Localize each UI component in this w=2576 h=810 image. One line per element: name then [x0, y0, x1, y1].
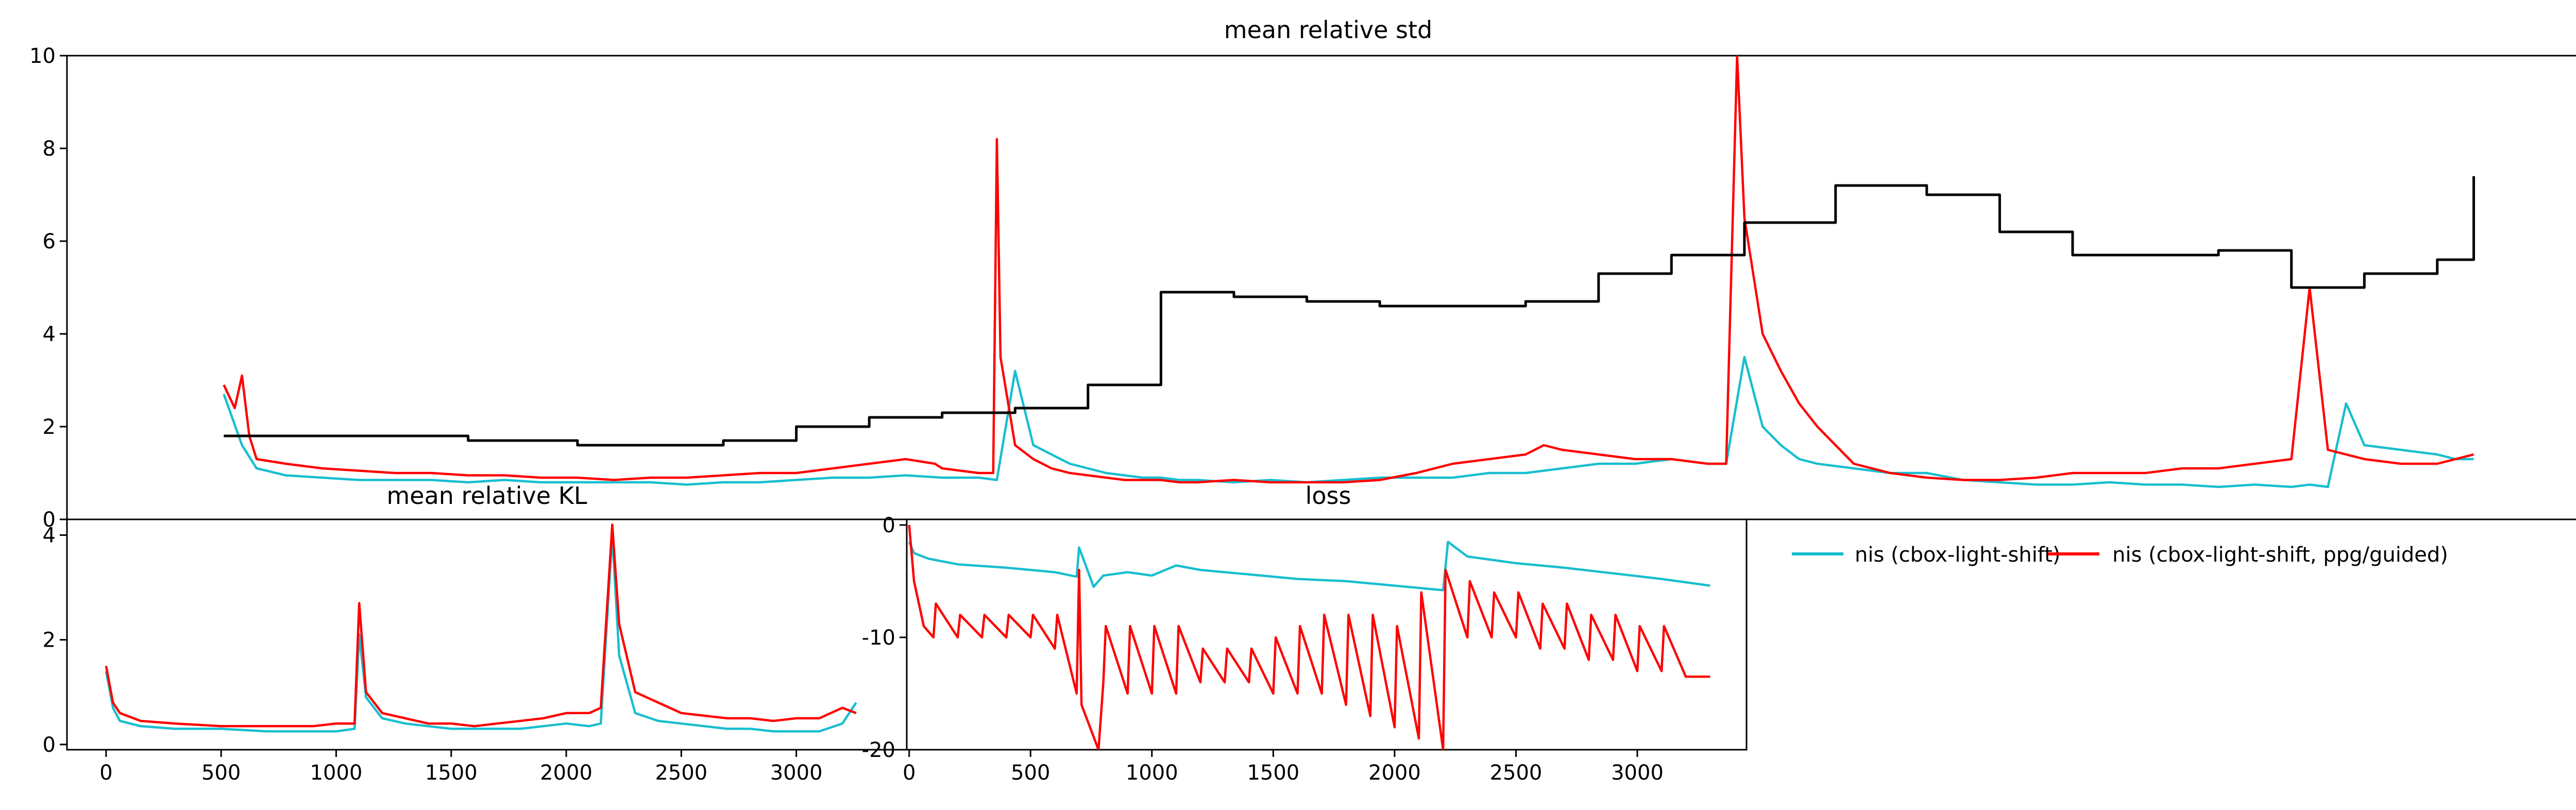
kl-axes: 0 2 4 0 500 1000 1500 2000 2500 3000: [43, 524, 823, 785]
kl-series-group: [105, 523, 857, 733]
std-series-line-0: [223, 356, 2474, 488]
std-ytick-label-3: 6: [43, 230, 56, 254]
loss-xtick-label-4: 2000: [1368, 761, 1421, 785]
std-chart-title: mean relative std: [1224, 16, 1432, 44]
legend: nis (cbox-light-shift) nis (cbox-light-s…: [1792, 543, 2448, 567]
loss-series-line-1: [908, 525, 1710, 750]
std-chart: mean relative std 0 2 4 6 8 10: [29, 16, 2576, 532]
legend-label-guided: nis (cbox-light-shift, ppg/guided): [2112, 543, 2448, 567]
std-ytick-label-4: 8: [43, 137, 56, 161]
kl-chart-title: mean relative KL: [386, 482, 587, 510]
kl-xtick-label-6: 3000: [770, 761, 823, 785]
kl-xtick-label-1: 500: [201, 761, 241, 785]
loss-axes: 0 -10 -20 0 500 1000 1500 2000 2500 3000: [862, 514, 1664, 785]
kl-xtick-label-4: 2000: [540, 761, 592, 785]
std-series-group: [223, 56, 2475, 488]
loss-xtick-label-3: 1500: [1247, 761, 1299, 785]
kl-ytick-label-2: 4: [43, 524, 56, 547]
loss-ytick-label-0: 0: [883, 514, 895, 537]
loss-series-line-0: [908, 541, 1710, 592]
std-ytick-label-2: 4: [43, 323, 56, 346]
std-plot-area: [66, 55, 2576, 520]
std-ytick-label-5: 10: [29, 44, 56, 68]
std-y-axis: 0 2 4 6 8 10: [29, 44, 67, 532]
loss-xtick-label-6: 3000: [1611, 761, 1664, 785]
loss-chart-title: loss: [1306, 482, 1351, 510]
loss-xtick-label-5: 2500: [1490, 761, 1543, 785]
loss-xtick-label-0: 0: [903, 761, 916, 785]
kl-xtick-label-0: 0: [99, 761, 112, 785]
std-ytick-label-0: 0: [43, 508, 56, 532]
kl-xtick-label-2: 1000: [310, 761, 363, 785]
loss-series-group: [908, 525, 1710, 750]
legend-label-nis: nis (cbox-light-shift): [1855, 543, 2060, 567]
std-ytick-label-1: 2: [43, 415, 56, 439]
kl-xtick-label-3: 1500: [425, 761, 478, 785]
loss-ytick-label-2: -20: [862, 738, 895, 762]
loss-xtick-label-2: 1000: [1126, 761, 1178, 785]
kl-ytick-label-0: 0: [43, 733, 56, 757]
kl-plot-area: [66, 518, 908, 751]
loss-chart: loss 0 -10 -20 0 500 1000 1500 2000 2500 3000: [862, 482, 1748, 785]
kl-xtick-label-5: 2500: [655, 761, 707, 785]
std-series-line-1: [223, 56, 2475, 484]
kl-series-line-0: [105, 534, 857, 733]
kl-series-line-1: [105, 523, 857, 728]
loss-xtick-label-1: 500: [1011, 761, 1050, 785]
kl-ytick-label-1: 2: [43, 629, 56, 652]
std-series-line-2: [224, 176, 2475, 447]
loss-ytick-label-1: -10: [862, 626, 895, 650]
loss-plot-area: [906, 518, 1748, 751]
